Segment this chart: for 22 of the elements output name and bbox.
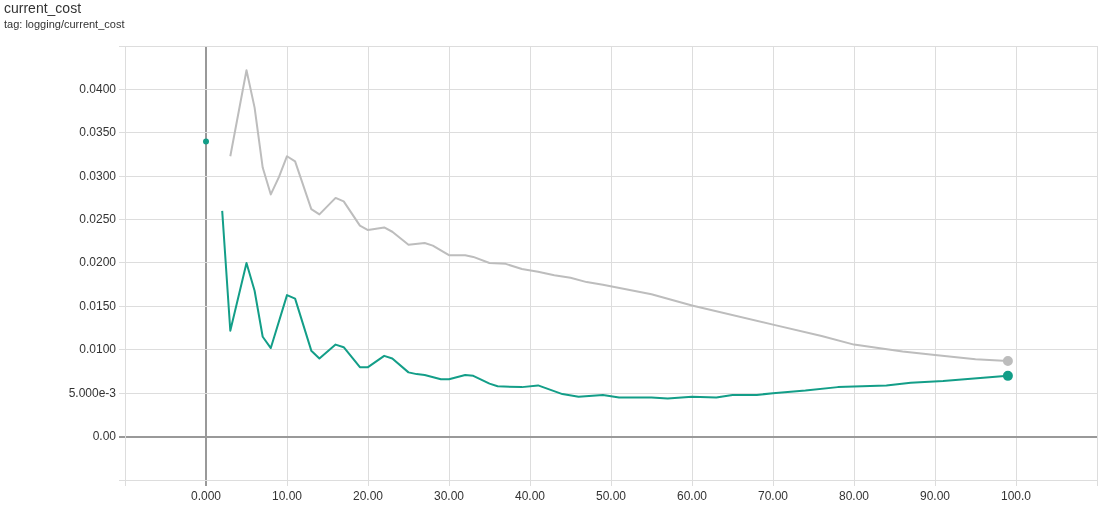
chart-subtitle: tag: logging/current_cost [4, 18, 125, 30]
y-tick-label: 0.00 [92, 428, 117, 443]
y-tick-label: 0.0350 [79, 125, 117, 140]
x-tick-label: 70.00 [757, 488, 789, 503]
chart-title: current_cost [4, 0, 82, 16]
x-tick-label: 60.00 [676, 488, 708, 503]
x-tick-label: 10.00 [271, 488, 303, 503]
y-tick-label: 0.0300 [79, 168, 117, 183]
y-tick-label: 0.0250 [79, 211, 117, 226]
x-tick-label: 40.00 [514, 488, 546, 503]
x-tick-label: 20.00 [352, 488, 384, 503]
x-tick-label: 0.000 [190, 488, 222, 503]
y-tick-label: 0.0400 [79, 81, 117, 96]
x-tick-label: 30.00 [433, 488, 465, 503]
x-tick-label: 100.0 [1000, 488, 1032, 503]
x-tick-label: 50.00 [595, 488, 627, 503]
y-tick-label: 0.0150 [79, 298, 117, 313]
y-tick-label: 0.0200 [79, 255, 117, 270]
y-tick-label: 0.0100 [79, 342, 117, 357]
x-tick-label: 90.00 [919, 488, 951, 503]
x-tick-label: 80.00 [838, 488, 870, 503]
y-tick-label: 5.000e-3 [68, 385, 117, 400]
